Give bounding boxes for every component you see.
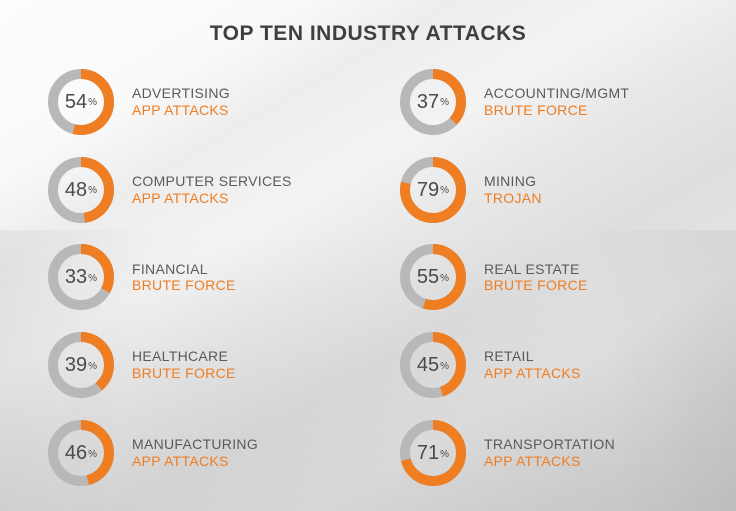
attack-labels: REAL ESTATE BRUTE FORCE	[484, 261, 588, 295]
industry-label: MINING	[484, 173, 542, 190]
donut-chart: 39%	[48, 332, 114, 398]
attack-item: 46% MANUFACTURING APP ATTACKS	[48, 409, 356, 497]
attack-item: 45% RETAIL APP ATTACKS	[400, 321, 708, 409]
donut-chart: 45%	[400, 332, 466, 398]
percent-sign: %	[440, 274, 449, 284]
industry-label: RETAIL	[484, 348, 581, 365]
percent-sign: %	[88, 274, 97, 284]
donut-percent: 33%	[48, 244, 114, 310]
donut-chart: 33%	[48, 244, 114, 310]
percent-sign: %	[440, 362, 449, 372]
percent-sign: %	[440, 450, 449, 460]
donut-percent-number: 37	[417, 92, 439, 112]
attack-labels: FINANCIAL BRUTE FORCE	[132, 261, 236, 295]
attack-item: 55% REAL ESTATE BRUTE FORCE	[400, 234, 708, 322]
attack-labels: TRANSPORTATION APP ATTACKS	[484, 436, 615, 470]
donut-percent-number: 54	[65, 92, 87, 112]
donut-percent-number: 33	[65, 267, 87, 287]
donut-percent: 46%	[48, 420, 114, 486]
attack-item: 79% MINING TROJAN	[400, 146, 708, 234]
donut-percent: 48%	[48, 157, 114, 223]
donut-chart: 55%	[400, 244, 466, 310]
industry-label: ACCOUNTING/MGMT	[484, 85, 629, 102]
donut-percent: 71%	[400, 420, 466, 486]
attack-type-label: TROJAN	[484, 190, 542, 207]
donut-percent-number: 46	[65, 443, 87, 463]
attack-labels: ACCOUNTING/MGMT BRUTE FORCE	[484, 85, 629, 119]
percent-sign: %	[440, 98, 449, 108]
percent-sign: %	[88, 450, 97, 460]
attack-labels: ADVERTISING APP ATTACKS	[132, 85, 230, 119]
attack-item: 71% TRANSPORTATION APP ATTACKS	[400, 409, 708, 497]
attack-type-label: APP ATTACKS	[484, 365, 581, 382]
attack-type-label: APP ATTACKS	[132, 102, 230, 119]
percent-sign: %	[440, 186, 449, 196]
donut-percent: 39%	[48, 332, 114, 398]
donut-percent-number: 71	[417, 443, 439, 463]
attack-type-label: BRUTE FORCE	[484, 102, 629, 119]
attack-item: 39% HEALTHCARE BRUTE FORCE	[48, 321, 356, 409]
donut-percent: 79%	[400, 157, 466, 223]
attack-labels: MANUFACTURING APP ATTACKS	[132, 436, 258, 470]
attack-type-label: BRUTE FORCE	[132, 365, 236, 382]
attack-labels: MINING TROJAN	[484, 173, 542, 207]
donut-chart: 71%	[400, 420, 466, 486]
attack-type-label: APP ATTACKS	[484, 453, 615, 470]
page-title: TOP TEN INDUSTRY ATTACKS	[0, 0, 736, 46]
donut-percent-number: 79	[417, 180, 439, 200]
percent-sign: %	[88, 186, 97, 196]
donut-chart: 54%	[48, 69, 114, 135]
attack-labels: RETAIL APP ATTACKS	[484, 348, 581, 382]
donut-percent: 54%	[48, 69, 114, 135]
donut-percent-number: 48	[65, 180, 87, 200]
donut-chart: 48%	[48, 157, 114, 223]
donut-chart: 37%	[400, 69, 466, 135]
donut-percent-number: 45	[417, 355, 439, 375]
industry-label: HEALTHCARE	[132, 348, 236, 365]
attack-type-label: APP ATTACKS	[132, 453, 258, 470]
attack-type-label: BRUTE FORCE	[484, 277, 588, 294]
attack-item: 48% COMPUTER SERVICES APP ATTACKS	[48, 146, 356, 234]
percent-sign: %	[88, 362, 97, 372]
industry-label: ADVERTISING	[132, 85, 230, 102]
industry-label: MANUFACTURING	[132, 436, 258, 453]
donut-percent-number: 55	[417, 267, 439, 287]
donut-chart: 79%	[400, 157, 466, 223]
attack-item: 33% FINANCIAL BRUTE FORCE	[48, 234, 356, 322]
donut-percent-number: 39	[65, 355, 87, 375]
attack-labels: COMPUTER SERVICES APP ATTACKS	[132, 173, 292, 207]
percent-sign: %	[88, 98, 97, 108]
industry-label: TRANSPORTATION	[484, 436, 615, 453]
industry-label: COMPUTER SERVICES	[132, 173, 292, 190]
donut-percent: 45%	[400, 332, 466, 398]
attack-labels: HEALTHCARE BRUTE FORCE	[132, 348, 236, 382]
attacks-grid: 54% ADVERTISING APP ATTACKS 37% ACCOUNTI…	[48, 58, 708, 497]
donut-chart: 46%	[48, 420, 114, 486]
industry-label: FINANCIAL	[132, 261, 236, 278]
donut-percent: 37%	[400, 69, 466, 135]
attack-item: 37% ACCOUNTING/MGMT BRUTE FORCE	[400, 58, 708, 146]
attack-item: 54% ADVERTISING APP ATTACKS	[48, 58, 356, 146]
donut-percent: 55%	[400, 244, 466, 310]
attack-type-label: BRUTE FORCE	[132, 277, 236, 294]
attack-type-label: APP ATTACKS	[132, 190, 292, 207]
industry-label: REAL ESTATE	[484, 261, 588, 278]
